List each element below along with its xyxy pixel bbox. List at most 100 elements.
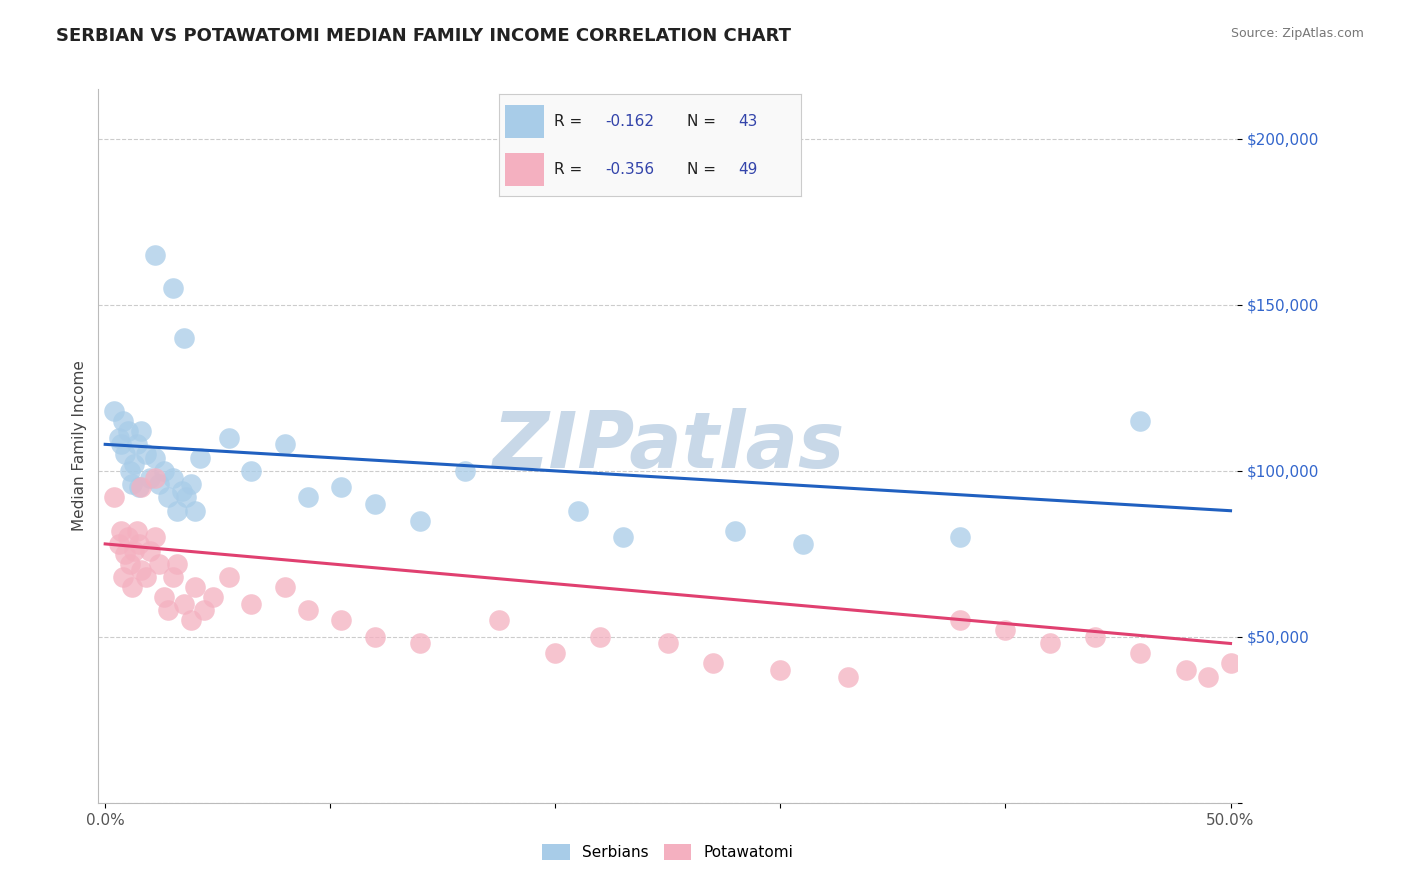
Point bbox=[240, 464, 263, 478]
Point bbox=[297, 603, 319, 617]
Y-axis label: Median Family Income: Median Family Income bbox=[72, 360, 87, 532]
Point bbox=[152, 464, 174, 478]
Point bbox=[166, 557, 188, 571]
Text: SERBIAN VS POTAWATOMI MEDIAN FAMILY INCOME CORRELATION CHART: SERBIAN VS POTAWATOMI MEDIAN FAMILY INCO… bbox=[56, 27, 792, 45]
Point bbox=[1174, 663, 1197, 677]
FancyBboxPatch shape bbox=[505, 105, 544, 137]
Text: N =: N = bbox=[686, 114, 716, 128]
Point bbox=[118, 464, 141, 478]
Point bbox=[117, 424, 139, 438]
Point bbox=[112, 570, 135, 584]
Point bbox=[129, 481, 152, 495]
Point bbox=[202, 590, 225, 604]
Text: Source: ZipAtlas.com: Source: ZipAtlas.com bbox=[1230, 27, 1364, 40]
Text: N =: N = bbox=[686, 162, 716, 178]
Point bbox=[114, 447, 136, 461]
Point bbox=[125, 524, 148, 538]
Point bbox=[1219, 657, 1241, 671]
Point bbox=[162, 470, 184, 484]
Point bbox=[949, 613, 972, 627]
Point bbox=[409, 514, 432, 528]
Point bbox=[702, 657, 724, 671]
Point bbox=[188, 450, 211, 465]
Point bbox=[110, 437, 132, 451]
Point bbox=[240, 597, 263, 611]
Point bbox=[162, 281, 184, 295]
Point bbox=[121, 477, 143, 491]
Point bbox=[107, 431, 129, 445]
Point bbox=[139, 470, 162, 484]
Text: -0.162: -0.162 bbox=[605, 114, 654, 128]
Point bbox=[139, 543, 162, 558]
Point bbox=[567, 504, 589, 518]
Point bbox=[792, 537, 814, 551]
Point bbox=[364, 630, 387, 644]
Text: ZIPatlas: ZIPatlas bbox=[492, 408, 844, 484]
Point bbox=[114, 547, 136, 561]
Point bbox=[1084, 630, 1107, 644]
Point bbox=[274, 437, 297, 451]
FancyBboxPatch shape bbox=[505, 153, 544, 186]
Point bbox=[107, 537, 129, 551]
Text: R =: R = bbox=[554, 162, 582, 178]
Point bbox=[110, 524, 132, 538]
Point bbox=[218, 570, 240, 584]
Point bbox=[143, 248, 166, 262]
Point bbox=[135, 570, 157, 584]
Point bbox=[297, 491, 319, 505]
Point bbox=[330, 613, 353, 627]
Point bbox=[724, 524, 747, 538]
Point bbox=[118, 557, 141, 571]
Point bbox=[1129, 414, 1152, 428]
Point bbox=[274, 580, 297, 594]
Point bbox=[157, 491, 180, 505]
Point bbox=[180, 477, 202, 491]
Point bbox=[364, 497, 387, 511]
Point bbox=[589, 630, 612, 644]
Point bbox=[103, 491, 125, 505]
Point bbox=[1039, 636, 1062, 650]
Text: 49: 49 bbox=[738, 162, 758, 178]
Point bbox=[769, 663, 792, 677]
Point bbox=[143, 530, 166, 544]
Point bbox=[157, 603, 180, 617]
Point bbox=[152, 590, 174, 604]
Point bbox=[173, 597, 195, 611]
Point bbox=[117, 530, 139, 544]
Point bbox=[128, 481, 150, 495]
Point bbox=[143, 470, 166, 484]
Point bbox=[330, 481, 353, 495]
Point bbox=[184, 580, 207, 594]
Point bbox=[174, 491, 197, 505]
Point bbox=[1129, 647, 1152, 661]
Point bbox=[218, 431, 240, 445]
Point bbox=[488, 613, 510, 627]
Point bbox=[184, 504, 207, 518]
Point bbox=[454, 464, 477, 478]
Point bbox=[1197, 670, 1219, 684]
Point bbox=[612, 530, 634, 544]
Point bbox=[129, 424, 152, 438]
Point bbox=[949, 530, 972, 544]
Point bbox=[180, 613, 202, 627]
Point bbox=[125, 437, 148, 451]
Point bbox=[124, 543, 146, 558]
Point bbox=[129, 564, 152, 578]
Point bbox=[135, 447, 157, 461]
Legend: Serbians, Potawatomi: Serbians, Potawatomi bbox=[536, 838, 800, 866]
Point bbox=[193, 603, 215, 617]
Point bbox=[170, 483, 193, 498]
Point bbox=[128, 537, 150, 551]
Point bbox=[112, 414, 135, 428]
Point bbox=[657, 636, 679, 650]
Point bbox=[124, 457, 146, 471]
Point bbox=[166, 504, 188, 518]
Text: -0.356: -0.356 bbox=[605, 162, 654, 178]
Point bbox=[162, 570, 184, 584]
Point bbox=[409, 636, 432, 650]
Point bbox=[994, 624, 1017, 638]
Point bbox=[103, 404, 125, 418]
Point bbox=[148, 477, 170, 491]
Point bbox=[121, 580, 143, 594]
Point bbox=[173, 331, 195, 345]
